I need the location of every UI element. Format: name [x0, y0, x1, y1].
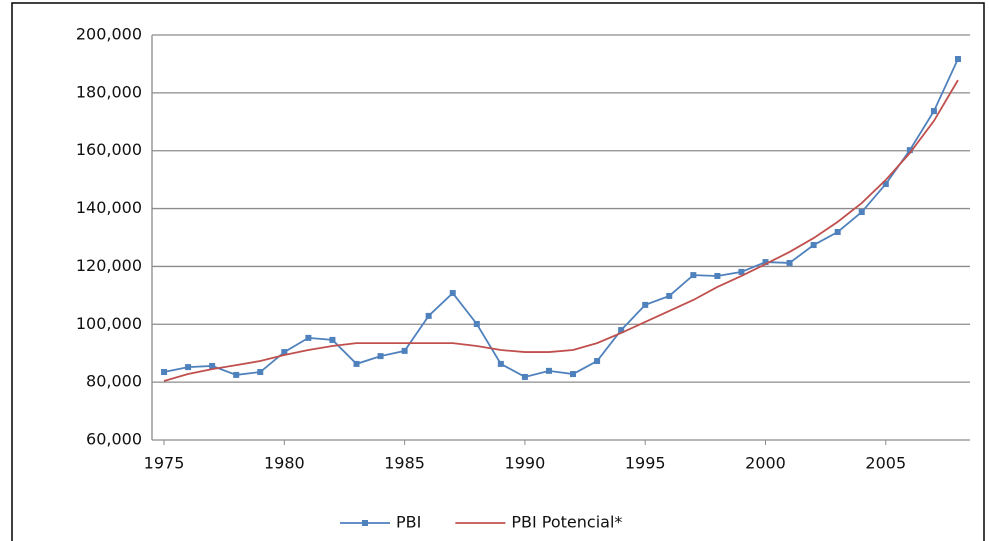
legend-marker	[362, 520, 368, 526]
point	[401, 347, 408, 354]
point	[762, 259, 769, 266]
point	[882, 180, 889, 187]
y-tick-label: 200,000	[76, 25, 142, 44]
x-tick-label: 1995	[625, 454, 666, 473]
point	[738, 268, 745, 275]
x-tick-label: 2000	[745, 454, 786, 473]
x-tick-label: 1990	[505, 454, 546, 473]
point	[594, 358, 601, 365]
x-tick-label: 1980	[264, 454, 305, 473]
point	[161, 369, 168, 376]
point	[449, 290, 456, 297]
y-tick-label: 180,000	[76, 82, 142, 101]
point	[930, 108, 937, 115]
point	[281, 349, 288, 356]
point	[545, 367, 552, 374]
point	[786, 259, 793, 266]
point	[690, 272, 697, 279]
series-line	[163, 79, 959, 382]
point	[257, 369, 264, 376]
point	[473, 320, 480, 327]
point	[185, 364, 192, 371]
y-tick-label: 140,000	[76, 198, 142, 217]
point	[618, 327, 625, 334]
y-tick-label: 120,000	[76, 256, 142, 275]
series-line	[163, 58, 959, 378]
point	[329, 336, 336, 343]
point	[377, 353, 384, 360]
y-tick-label: 80,000	[86, 372, 142, 391]
y-tick-label: 100,000	[76, 314, 142, 333]
frame	[11, 2, 985, 541]
y-tick-label: 60,000	[86, 430, 142, 449]
point	[642, 301, 649, 308]
x-tick-label: 1975	[144, 454, 185, 473]
point	[209, 362, 216, 369]
x-tick-label: 2005	[865, 454, 906, 473]
point	[570, 371, 577, 378]
point	[810, 242, 817, 249]
legend-label: PBI Potencial*	[511, 513, 622, 532]
x-tick-label: 1985	[384, 454, 425, 473]
point	[305, 334, 312, 341]
point	[858, 209, 865, 216]
point	[666, 292, 673, 299]
point	[521, 373, 528, 380]
point	[714, 272, 721, 279]
point	[834, 229, 841, 236]
legend-label: PBI	[396, 513, 421, 532]
y-tick-label: 160,000	[76, 140, 142, 159]
point	[353, 360, 360, 367]
point	[906, 147, 913, 154]
point	[954, 56, 961, 63]
point	[233, 371, 240, 378]
point	[425, 312, 432, 319]
point	[497, 360, 504, 367]
